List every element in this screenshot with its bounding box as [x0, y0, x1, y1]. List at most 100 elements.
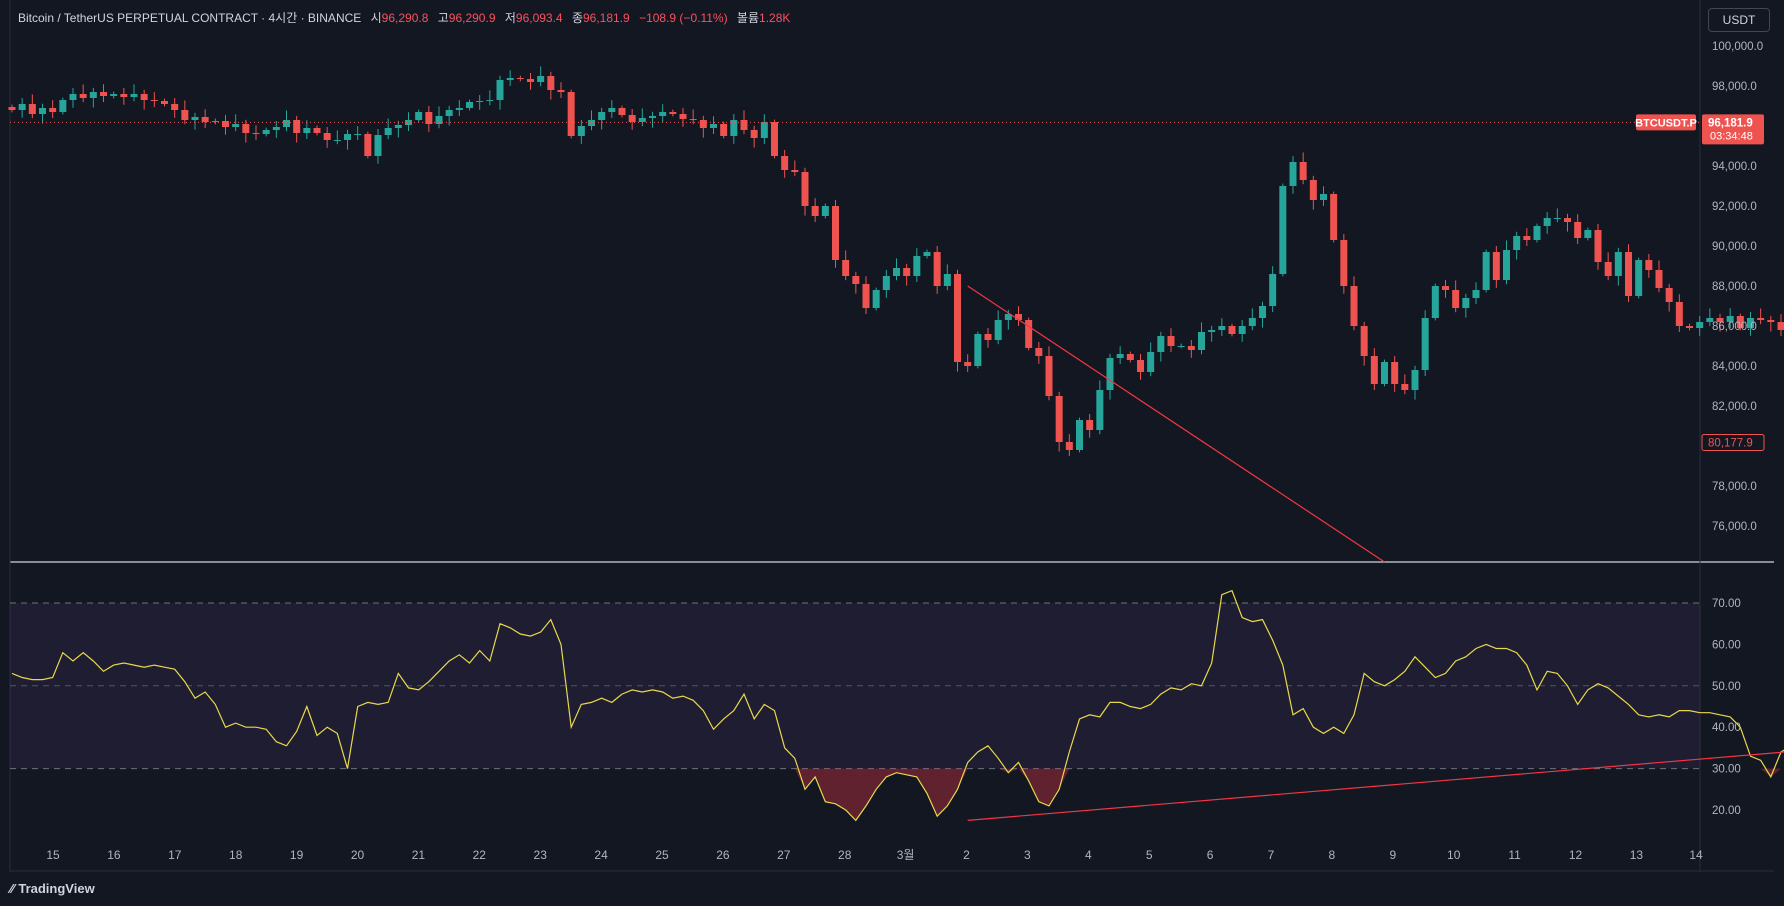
candle-body	[771, 122, 778, 156]
candle	[28, 94, 36, 119]
candle-body	[18, 104, 26, 110]
candle	[1614, 247, 1622, 286]
price-and-rsi-chart[interactable]: 76,000.0 78,000.0 82,000.0 84,000.0 86,000.0…	[0, 0, 1784, 872]
candle-body	[1411, 370, 1419, 390]
candle-body	[1564, 218, 1571, 222]
candle	[496, 75, 504, 110]
candle	[476, 95, 484, 110]
candle	[893, 258, 900, 281]
candle	[1096, 380, 1104, 435]
candle-body	[1228, 326, 1236, 334]
candle	[913, 248, 921, 282]
candle-body	[1198, 332, 1205, 350]
candle	[1137, 354, 1144, 380]
candle	[1238, 320, 1246, 342]
currency-unit-button[interactable]: USDT	[1708, 8, 1770, 32]
candle	[527, 73, 534, 90]
candle	[598, 107, 606, 130]
candle	[588, 110, 595, 131]
candle-body	[954, 274, 961, 362]
candle-body	[1706, 318, 1714, 322]
candle-body	[1370, 356, 1378, 384]
candle-body	[1025, 320, 1033, 348]
candle	[771, 119, 778, 159]
candle-body	[1340, 240, 1348, 286]
candle	[842, 250, 850, 281]
candle	[689, 109, 697, 125]
price-axis-labels: 76,000.0 78,000.0 82,000.0 84,000.0 86,000.0…	[1712, 41, 1763, 533]
candle	[1675, 294, 1683, 332]
candle-body	[374, 135, 382, 156]
candle	[323, 127, 331, 148]
candle-body	[8, 107, 16, 110]
candle	[1604, 252, 1612, 281]
candle	[781, 150, 789, 178]
candle	[903, 263, 911, 286]
candles	[8, 66, 1784, 456]
candle-body	[1462, 298, 1470, 308]
candle-body	[832, 206, 839, 260]
candle-body	[1747, 318, 1754, 328]
rsi-axis-labels: 20.00 30.00 40.00 50.00 60.00 70.00	[1712, 598, 1741, 817]
time-tick-label: 4	[1085, 848, 1092, 862]
candle	[181, 100, 189, 125]
candle-body	[1726, 316, 1734, 322]
candle	[1553, 208, 1561, 223]
candle-body	[445, 110, 453, 116]
candle	[191, 112, 199, 130]
candle	[415, 109, 423, 123]
candle-body	[191, 117, 199, 120]
candle	[1533, 223, 1541, 243]
low-price-tag-bg	[1701, 433, 1765, 451]
candle-body	[1472, 290, 1480, 298]
candle-body	[1655, 270, 1663, 288]
tradingview-logo[interactable]: ⁄⁄ TradingView	[10, 881, 95, 896]
candle-body	[557, 90, 565, 92]
candle	[679, 108, 687, 127]
candle-body	[49, 108, 57, 112]
rsi-tick-label: 40.00	[1712, 722, 1741, 734]
last-price-tag-bg	[1702, 114, 1764, 145]
price-tick-label: 84,000.0	[1712, 361, 1757, 373]
candle	[1635, 257, 1643, 299]
candle	[1564, 213, 1571, 232]
candle-body	[1299, 162, 1307, 180]
candle-body	[39, 108, 46, 114]
price-tick-label: 98,000.0	[1712, 81, 1757, 93]
candle-body	[1320, 194, 1327, 200]
candle	[760, 114, 768, 144]
candle	[130, 84, 138, 102]
candle-body	[1137, 360, 1144, 372]
rsi-tick-label: 50.00	[1712, 681, 1741, 693]
candle-body	[893, 268, 900, 276]
candle	[1716, 313, 1724, 332]
candle	[872, 287, 880, 311]
candle-body	[740, 120, 748, 130]
candle	[1442, 280, 1449, 298]
candle	[1421, 310, 1429, 376]
bottom-bar	[0, 872, 1784, 906]
candle-body	[201, 117, 209, 122]
candle	[1472, 282, 1480, 304]
candle-body	[821, 206, 829, 216]
candle-body	[1076, 420, 1083, 450]
candle-body	[1675, 302, 1683, 326]
candle-body	[1442, 286, 1449, 290]
symbol-title[interactable]: Bitcoin / TetherUS PERPETUAL CONTRACT · …	[18, 11, 362, 25]
rsi-tick-label: 70.00	[1712, 598, 1741, 610]
candle	[1076, 417, 1083, 453]
candle-body	[1065, 442, 1073, 450]
candle-body	[425, 112, 433, 124]
candle	[506, 70, 514, 86]
candle	[1086, 414, 1094, 438]
candle-body	[1614, 252, 1622, 276]
candle	[1279, 183, 1287, 277]
candle	[1391, 356, 1399, 392]
candle-body	[344, 134, 351, 140]
price-tick-label: 82,000.0	[1712, 401, 1757, 413]
candle-body	[1004, 314, 1012, 320]
candle	[283, 110, 290, 132]
rsi-tick-label: 60.00	[1712, 639, 1741, 651]
candle-body	[842, 260, 850, 276]
candle	[933, 246, 941, 294]
